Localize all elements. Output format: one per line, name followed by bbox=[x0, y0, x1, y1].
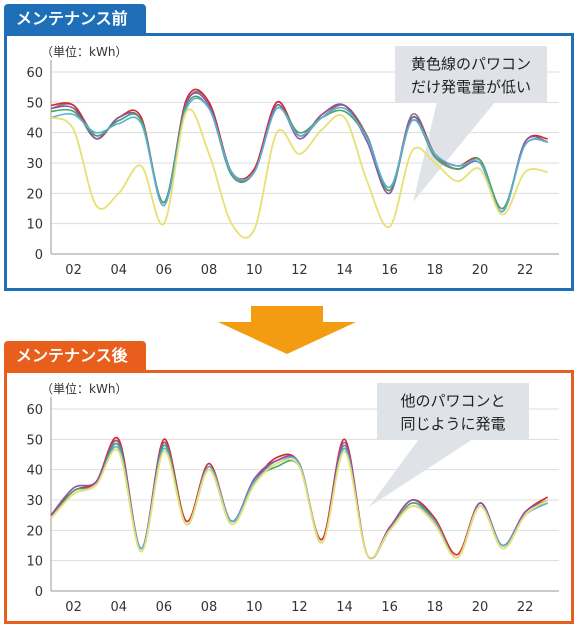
x-tick-label: 06 bbox=[156, 600, 173, 615]
x-tick-label: 14 bbox=[336, 600, 353, 615]
x-tick-label: 16 bbox=[381, 600, 398, 615]
x-tick-label: 20 bbox=[472, 263, 489, 278]
x-tick-label: 22 bbox=[517, 263, 534, 278]
unit-label: （単位：kWh） bbox=[41, 381, 127, 396]
series-line-6 bbox=[50, 448, 549, 559]
x-tick-label: 02 bbox=[65, 600, 82, 615]
chart-panel-after: （単位：kWh） 0 10 20 30 40 50 60 02 04 06 08 10 12 14 16 18 2… bbox=[4, 370, 574, 624]
section-tab-before: メンテナンス前 bbox=[4, 4, 146, 34]
x-tick-label: 20 bbox=[472, 600, 489, 615]
x-tick-label: 16 bbox=[381, 263, 398, 278]
y-tick-label: 20 bbox=[26, 187, 43, 202]
y-tick-label: 30 bbox=[26, 494, 43, 509]
y-tick-label: 60 bbox=[26, 403, 43, 418]
chart-after: （単位：kWh） 0 10 20 30 40 50 60 02 04 06 08 10 12 14 16 18 2… bbox=[26, 381, 559, 615]
series-line-2 bbox=[50, 436, 549, 559]
x-tick-label: 06 bbox=[156, 263, 173, 278]
callout-text-line: 同じように発電 bbox=[400, 415, 505, 433]
x-tick-label: 04 bbox=[110, 600, 127, 615]
series-line-4 bbox=[50, 95, 548, 210]
callout-text-line: 黄色線のパワコン bbox=[411, 55, 531, 73]
x-tick-label: 10 bbox=[246, 263, 263, 278]
y-tick-label: 50 bbox=[26, 433, 43, 448]
x-tick-label: 18 bbox=[427, 600, 444, 615]
series-line-1 bbox=[50, 439, 549, 559]
y-tick-label: 10 bbox=[26, 555, 43, 570]
y-tick-label: 20 bbox=[26, 524, 43, 539]
x-tick-label: 18 bbox=[427, 263, 444, 278]
series-line-5 bbox=[50, 97, 548, 213]
x-tick-label: 04 bbox=[110, 263, 127, 278]
x-tick-label: 12 bbox=[291, 263, 308, 278]
y-tick-label: 40 bbox=[26, 464, 43, 479]
series-line-6 bbox=[50, 108, 548, 239]
section-tab-after: メンテナンス後 bbox=[4, 341, 146, 371]
y-tick-label: 50 bbox=[26, 96, 43, 111]
x-tick-label: 08 bbox=[201, 263, 218, 278]
y-tick-label: 0 bbox=[35, 585, 43, 600]
x-tick-label: 02 bbox=[65, 263, 82, 278]
x-tick-label: 14 bbox=[336, 263, 353, 278]
chart-before: （単位：kWh） 0 10 20 30 40 50 60 02 04 06 08 10 12 14 16 18 2… bbox=[26, 44, 559, 278]
y-tick-label: 0 bbox=[35, 248, 43, 263]
unit-label: （単位：kWh） bbox=[41, 44, 127, 59]
y-tick-label: 30 bbox=[26, 157, 43, 172]
y-tick-label: 60 bbox=[26, 66, 43, 81]
x-tick-label: 10 bbox=[246, 600, 263, 615]
x-tick-label: 22 bbox=[517, 600, 534, 615]
x-tick-label: 12 bbox=[291, 600, 308, 615]
y-tick-label: 40 bbox=[26, 127, 43, 142]
y-tick-label: 10 bbox=[26, 218, 43, 233]
series-line-5 bbox=[50, 445, 549, 559]
series-line-4 bbox=[50, 442, 549, 559]
callout-text-line: 他のパワコンと bbox=[400, 392, 505, 410]
callout-text-line: だけ発電量が低い bbox=[411, 78, 531, 96]
x-tick-label: 08 bbox=[201, 600, 218, 615]
series-line-3 bbox=[50, 439, 549, 559]
chart-panel-before: （単位：kWh） 0 10 20 30 40 50 60 02 04 06 08 10 12 14 16 18 2… bbox=[4, 33, 574, 291]
